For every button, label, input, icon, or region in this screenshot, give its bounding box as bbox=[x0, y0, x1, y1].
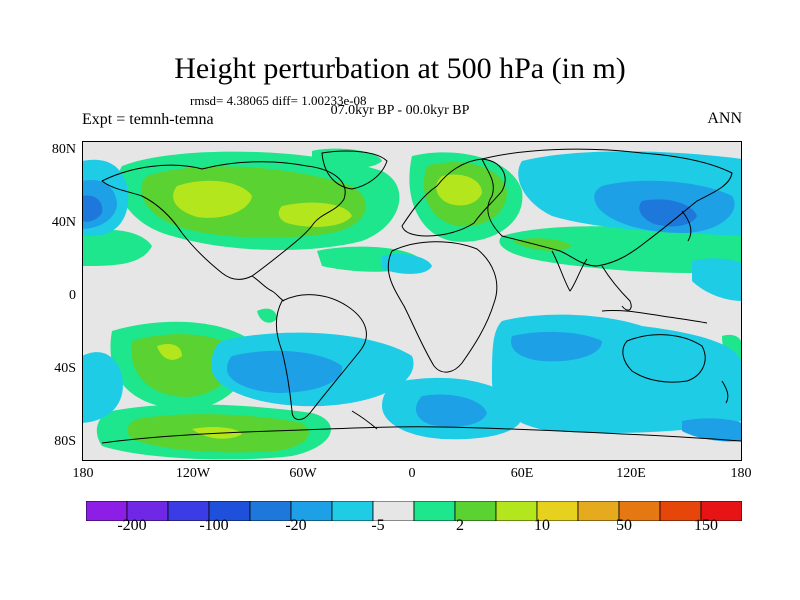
colorbar-label-neg5: -5 bbox=[371, 517, 385, 534]
lon-tick-180e: 180 bbox=[730, 466, 752, 481]
plot-title: Height perturbation at 500 hPa (in m) bbox=[174, 52, 626, 85]
lon-tick-120w: 120W bbox=[175, 466, 211, 481]
map-frame bbox=[82, 141, 742, 461]
colorbar-label-neg200: -200 bbox=[117, 517, 147, 534]
negative-anomaly-regions-mid bbox=[82, 180, 742, 442]
colorbar-cell bbox=[700, 501, 742, 521]
period-text: 07.0kyr BP - 00.0kyr BP bbox=[330, 103, 470, 118]
colorbar-cells bbox=[86, 501, 742, 521]
lon-tick-60e: 60E bbox=[510, 466, 534, 481]
colorbar-label-10: 10 bbox=[534, 517, 550, 534]
negative-anomaly-regions-deep bbox=[82, 195, 697, 227]
experiment-label: Expt = temnh-temna bbox=[82, 111, 214, 128]
stats-text: rmsd= 4.38065 diff= 1.00233e-08 bbox=[190, 93, 367, 108]
lon-tick-180w: 180 bbox=[72, 466, 94, 481]
colorbar-label-150: 150 bbox=[694, 517, 718, 534]
lat-tick-0: 0 bbox=[69, 288, 76, 303]
colorbar-label-neg100: -100 bbox=[199, 517, 229, 534]
lat-tick-40s: 40S bbox=[54, 361, 76, 376]
coastlines bbox=[101, 148, 742, 444]
contour-map bbox=[82, 141, 742, 461]
colorbar-label-neg20: -20 bbox=[285, 517, 307, 534]
lon-tick-60w: 60W bbox=[289, 466, 317, 481]
lat-tick-80n: 80N bbox=[51, 142, 76, 157]
colorbar-label-50: 50 bbox=[616, 517, 632, 534]
colorbar bbox=[86, 501, 742, 521]
colorbar-label-2: 2 bbox=[456, 517, 464, 534]
lon-tick-120e: 120E bbox=[616, 466, 646, 481]
lon-tick-0: 0 bbox=[408, 466, 416, 481]
lat-tick-80s: 80S bbox=[54, 434, 76, 449]
lat-tick-40n: 40N bbox=[51, 215, 76, 230]
season-label: ANN bbox=[707, 110, 742, 127]
